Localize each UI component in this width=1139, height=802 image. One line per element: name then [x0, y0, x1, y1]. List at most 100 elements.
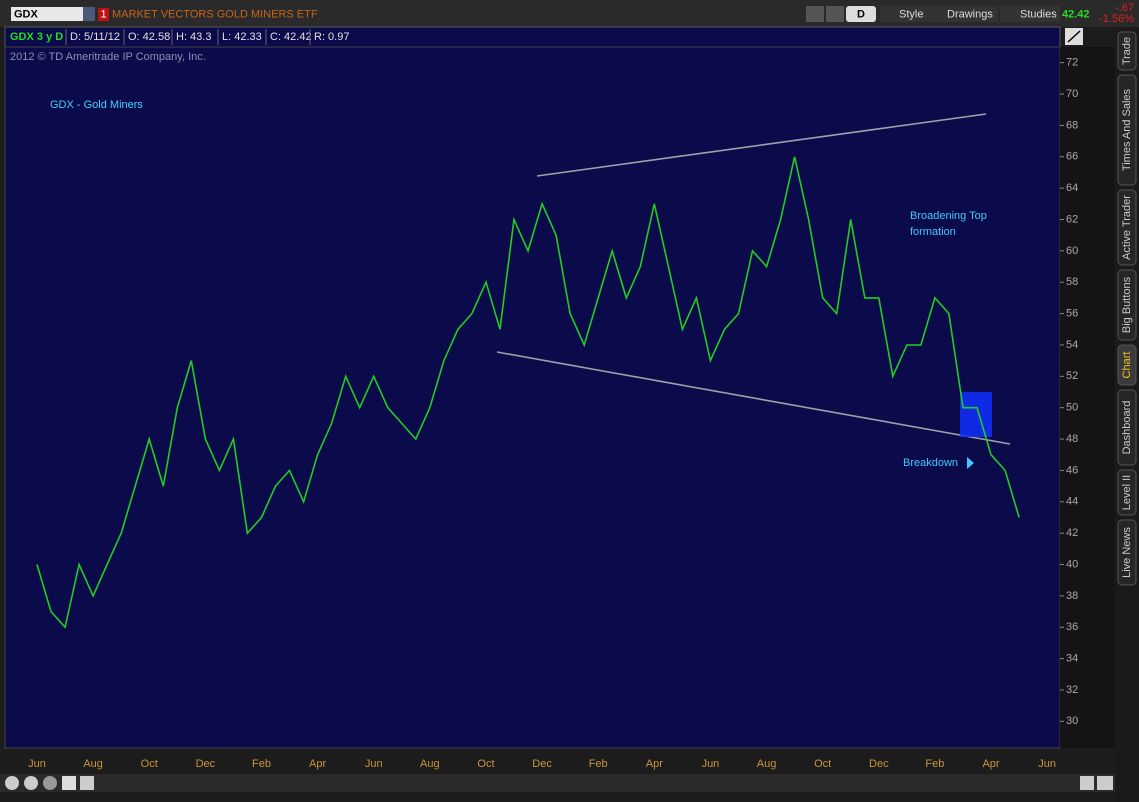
info-fields: GDX 3 y D D: 5/11/12 O: 42.58 H: 43.3 L: 42.…: [10, 29, 349, 45]
button-label: Studies: [1020, 8, 1057, 20]
x-tick-label: Dec: [532, 758, 552, 770]
scroll-right[interactable]: [1080, 776, 1094, 790]
y-tick-label: 72: [1066, 57, 1078, 69]
y-tick-label: 46: [1066, 464, 1078, 476]
plot-marks: 30 32 34 36 38 40 42 44 46 48 50 52 54 56 58 60 62 64 66 68…: [28, 57, 1078, 770]
y-tick-label: 56: [1066, 308, 1078, 320]
x-tick-label: Jun: [365, 758, 383, 770]
x-tick-label: Jun: [28, 758, 46, 770]
tab[interactable]: [1117, 344, 1137, 386]
tab[interactable]: [1117, 74, 1137, 186]
scroll-left[interactable]: [80, 776, 94, 790]
y-tick-label: 58: [1066, 276, 1078, 288]
y-tick-label: 54: [1066, 339, 1078, 351]
tab-label: Level II: [1121, 475, 1133, 510]
symbol: GDX: [14, 8, 39, 20]
y-tick-label: 64: [1066, 182, 1078, 194]
x-tick-label: Jun: [702, 758, 720, 770]
tab-label: Active Trader: [1121, 195, 1133, 260]
x-tick-label: Feb: [589, 758, 608, 770]
button[interactable]: [880, 6, 928, 22]
tab-label: Trade: [1121, 37, 1133, 65]
tab-label: Live News: [1121, 527, 1133, 578]
x-tick-label: Apr: [309, 758, 326, 770]
x-tick-label: Dec: [196, 758, 216, 770]
y-tick-label: 52: [1066, 370, 1078, 382]
x-tick-label: Oct: [141, 758, 158, 770]
y-tick-label: 48: [1066, 433, 1078, 445]
tool-icon[interactable]: [806, 6, 824, 22]
info-field: GDX 3 y D: [10, 31, 63, 43]
y-tick-label: 34: [1066, 653, 1078, 665]
x-tick-label: Dec: [869, 758, 889, 770]
price-axis: [1060, 47, 1115, 748]
tab[interactable]: [1117, 31, 1137, 71]
info-field: C: 42.42: [270, 31, 312, 43]
button[interactable]: [1000, 6, 1060, 22]
badge: 1: [100, 8, 106, 20]
y-tick-label: 66: [1066, 151, 1078, 163]
tool-icon[interactable]: [826, 6, 844, 22]
annotation: Breakdown: [903, 457, 958, 469]
tab[interactable]: [1117, 469, 1137, 516]
button-label: Drawings: [947, 8, 993, 20]
y-tick-label: 62: [1066, 213, 1078, 225]
annotation: formation: [910, 226, 956, 238]
y-tick-label: 32: [1066, 684, 1078, 696]
zoom-button[interactable]: [5, 776, 19, 790]
symbol-dropdown[interactable]: [83, 7, 95, 21]
x-tick-label: Feb: [252, 758, 271, 770]
plot-area: [4, 46, 1061, 749]
draw-button[interactable]: [62, 776, 76, 790]
x-tick-label: Apr: [646, 758, 663, 770]
y-tick-label: 38: [1066, 590, 1078, 602]
symbol-input[interactable]: [11, 7, 83, 21]
y-tick-label: 68: [1066, 119, 1078, 131]
x-tick-label: Jun: [1038, 758, 1056, 770]
zoom-button[interactable]: [43, 776, 57, 790]
info-field: R: 0.97: [314, 31, 349, 43]
highlight-box: [960, 392, 992, 437]
tab[interactable]: [1117, 519, 1137, 586]
trend-line-lower: [496, 351, 1011, 445]
x-tick-label: Aug: [83, 758, 103, 770]
x-tick-label: Oct: [477, 758, 494, 770]
tab[interactable]: [1117, 269, 1137, 341]
info-field: H: 43.3: [176, 31, 211, 43]
price-line: [36, 156, 1020, 629]
y-tick-label: 70: [1066, 88, 1078, 100]
y-tick-label: 44: [1066, 496, 1078, 508]
sidebar-tabs: Trade Times And Sales Active Trader Big But…: [1117, 31, 1137, 586]
info-field: O: 42.58: [128, 31, 170, 43]
y-tick-label: 50: [1066, 402, 1078, 414]
y-tick-label: 42: [1066, 527, 1078, 539]
info-field: D: 5/11/12: [70, 31, 120, 43]
x-tick-label: Oct: [814, 758, 831, 770]
button-label: Style: [899, 8, 923, 20]
scrollbar: [0, 774, 1115, 792]
zoom-button[interactable]: [24, 776, 38, 790]
draw-tool-icon: [1067, 30, 1081, 43]
last-price: 42.42: [1062, 8, 1090, 20]
annotation-arrow: [967, 457, 974, 469]
x-tick-label: Feb: [925, 758, 944, 770]
chart-title: GDX - Gold Miners: [50, 99, 143, 111]
y-tick-label: 40: [1066, 558, 1078, 570]
badge-box: [98, 8, 109, 21]
y-tick-label: 60: [1066, 245, 1078, 257]
trend-line-upper: [536, 113, 987, 177]
scroll-expand[interactable]: [1097, 776, 1113, 790]
symbol-description: MARKET VECTORS GOLD MINERS ETF: [112, 8, 318, 20]
button[interactable]: [846, 6, 876, 22]
button[interactable]: [928, 6, 998, 22]
copyright: 2012 © TD Ameritrade IP Company, Inc.: [10, 51, 206, 63]
x-tick-label: Apr: [982, 758, 999, 770]
button-label: D: [857, 8, 865, 20]
tab-label: Big Buttons: [1121, 276, 1133, 333]
y-tick-label: 30: [1066, 715, 1078, 727]
tab-label: Times And Sales: [1121, 88, 1133, 171]
tab[interactable]: [1117, 189, 1137, 266]
tab[interactable]: [1117, 389, 1137, 466]
